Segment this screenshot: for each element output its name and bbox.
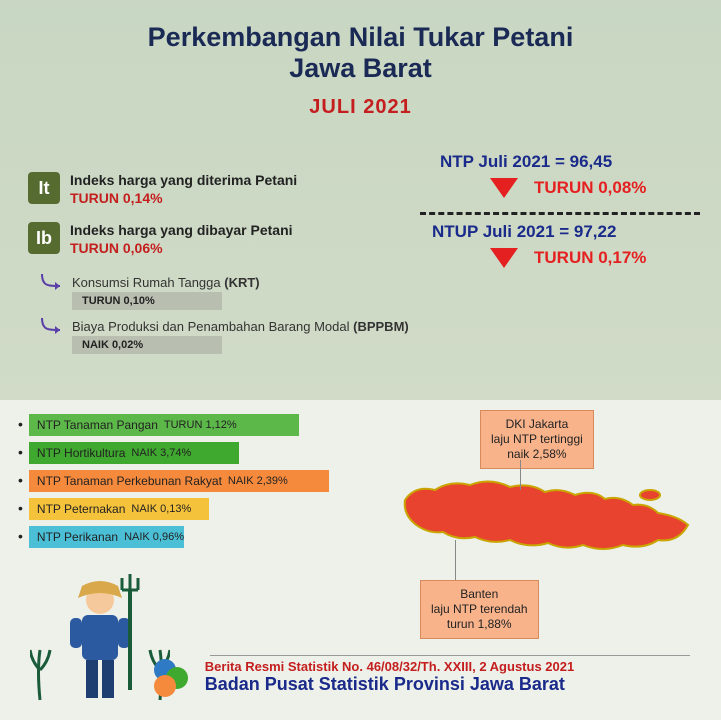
ntp-bar-row: •NTP PeternakanNAIK 0,13%: [18, 496, 329, 521]
period-label: JULI 2021: [0, 96, 721, 119]
title-line-1: Perkembangan Nilai Tukar Petani: [148, 22, 574, 52]
ib-label: Indeks harga yang dibayar Petani: [70, 222, 293, 238]
bps-logo-icon: [147, 654, 193, 700]
ntp-bars-section: •NTP Tanaman PanganTURUN 1,12% •NTP Hort…: [18, 412, 329, 552]
ib-sub-row-1: Biaya Produksi dan Penambahan Barang Mod…: [40, 316, 409, 336]
ntp-bar: NTP Tanaman PanganTURUN 1,12%: [29, 414, 299, 436]
it-row: It Indeks harga yang diterima Petani TUR…: [28, 172, 297, 206]
curved-arrow-icon: [40, 316, 66, 336]
main-title: Perkembangan Nilai Tukar Petani Jawa Bar…: [0, 22, 721, 84]
dashed-divider: [420, 212, 700, 215]
ntp-bar-row: •NTP Tanaman PanganTURUN 1,12%: [18, 412, 329, 437]
callout-bottom: Banten laju NTP terendah turun 1,88%: [420, 580, 539, 639]
ntp-bar-row: •NTP Tanaman Perkebunan RakyatNAIK 2,39%: [18, 468, 329, 493]
it-label: Indeks harga yang diterima Petani: [70, 172, 297, 188]
ib-badge: Ib: [28, 222, 60, 254]
ntp-bar: NTP PerikananNAIK 0,96%: [29, 526, 184, 548]
footer-reference: Berita Resmi Statistik No. 46/08/32/Th. …: [205, 659, 574, 674]
ntp-bar: NTP HortikulturaNAIK 3,74%: [29, 442, 239, 464]
it-badge: It: [28, 172, 60, 204]
title-line-2: Jawa Barat: [289, 53, 432, 83]
down-arrow-icon: [490, 178, 518, 198]
callout-connector-line: [520, 460, 521, 490]
ib-sub-text-0: Konsumsi Rumah Tangga (KRT): [72, 275, 260, 290]
callout-connector-line: [455, 540, 456, 580]
ntp-bar-row: •NTP PerikananNAIK 0,96%: [18, 524, 329, 549]
ib-sub-row-0: Konsumsi Rumah Tangga (KRT): [40, 272, 260, 292]
footer-org: Badan Pusat Statistik Provinsi Jawa Bara…: [205, 674, 574, 695]
ib-sub-bar-0: TURUN 0,10%: [72, 292, 222, 310]
ib-sub-text-1: Biaya Produksi dan Penambahan Barang Mod…: [72, 319, 409, 334]
ntp-change: TURUN 0,08%: [534, 178, 646, 198]
ib-row: Ib Indeks harga yang dibayar Petani TURU…: [28, 222, 293, 256]
it-change: TURUN 0,14%: [70, 190, 297, 206]
ntp-bar: NTP Tanaman Perkebunan RakyatNAIK 2,39%: [29, 470, 329, 492]
ntup-title: NTUP Juli 2021 = 97,22: [432, 222, 616, 242]
callout-top: DKI Jakarta laju NTP tertinggi naik 2,58…: [480, 410, 594, 469]
ntp-bar-row: •NTP HortikulturaNAIK 3,74%: [18, 440, 329, 465]
footer: Berita Resmi Statistik No. 46/08/32/Th. …: [0, 654, 721, 700]
ib-sub-bar-1: NAIK 0,02%: [72, 336, 222, 354]
ib-change: TURUN 0,06%: [70, 240, 293, 256]
ntup-change: TURUN 0,17%: [534, 248, 646, 268]
ntp-title: NTP Juli 2021 = 96,45: [440, 152, 612, 172]
down-arrow-icon: [490, 248, 518, 268]
footer-text: Berita Resmi Statistik No. 46/08/32/Th. …: [205, 659, 574, 695]
ntp-bar: NTP PeternakanNAIK 0,13%: [29, 498, 209, 520]
curved-arrow-icon: [40, 272, 66, 292]
